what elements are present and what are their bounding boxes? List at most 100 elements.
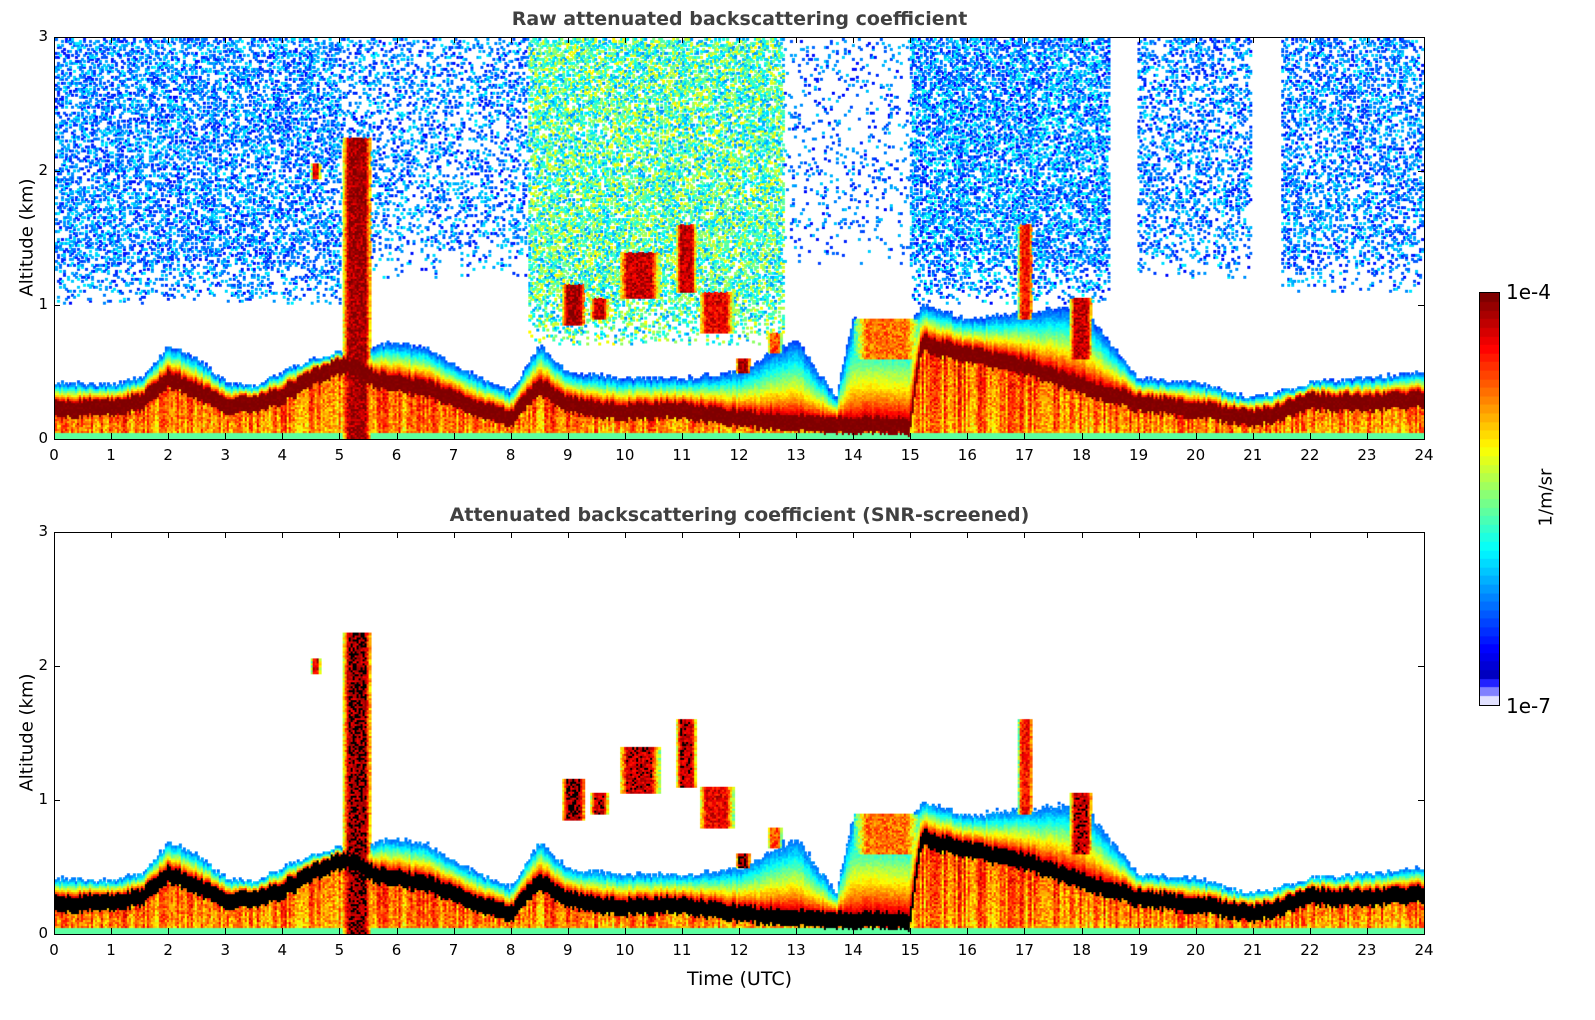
x-tick-label: 14 [843,941,863,959]
x-tick-mark [510,532,512,538]
x-tick-mark [225,532,227,538]
x-tick-mark [339,37,341,43]
x-tick-mark [796,37,798,43]
x-tick-mark [168,433,170,439]
y-tick-label: 0 [38,924,48,942]
x-tick-label: 23 [1357,941,1377,959]
y-tick-mark [1418,934,1424,935]
x-tick-label: 19 [1129,446,1149,464]
y-tick-mark [1418,439,1424,440]
x-tick-label: 18 [1071,941,1092,959]
x-tick-mark [967,928,969,934]
x-tick-mark [510,37,512,43]
x-tick-mark [168,37,170,43]
x-tick-label: 11 [672,446,692,464]
x-tick-mark [396,433,398,439]
x-tick-mark [910,532,912,538]
x-tick-mark [111,433,113,439]
x-tick-label: 22 [1300,446,1320,464]
x-tick-mark [453,532,455,538]
x-tick-mark [567,928,569,934]
x-tick-mark [1309,532,1311,538]
x-tick-mark [1195,532,1197,538]
x-tick-mark [1252,532,1254,538]
x-tick-mark [54,37,55,43]
x-tick-label: 18 [1071,446,1092,464]
y-tick-mark [54,532,60,533]
x-tick-mark [853,928,855,934]
x-tick-label: 1 [106,446,116,464]
y-axis-label: Altitude (km) [16,178,38,297]
x-tick-mark [1366,532,1368,538]
x-tick-label: 6 [391,941,402,959]
x-tick-label: 3 [220,941,231,959]
x-tick-mark [1424,37,1425,43]
x-tick-label: 24 [1414,446,1434,464]
x-tick-mark [681,37,683,43]
x-tick-mark [681,433,683,439]
x-tick-mark [1366,928,1368,934]
x-tick-label: 16 [957,941,977,959]
x-tick-label: 7 [448,941,459,959]
x-tick-label: 0 [49,446,59,464]
x-tick-mark [624,37,626,43]
x-tick-mark [853,433,855,439]
x-tick-label: 5 [334,446,345,464]
x-tick-label: 7 [448,446,459,464]
y-tick-mark [1418,666,1424,667]
x-tick-mark [967,532,969,538]
x-tick-mark [910,37,912,43]
x-tick-mark [168,532,170,538]
x-tick-mark [453,433,455,439]
colorbar-min-label: 1e-7 [1506,694,1551,718]
x-tick-mark [1081,37,1083,43]
y-tick-mark [1418,305,1424,306]
x-tick-label: 20 [1186,941,1206,959]
x-tick-label: 10 [615,446,635,464]
x-tick-mark [1195,433,1197,439]
x-tick-mark [1081,928,1083,934]
y-tick-label: 2 [38,656,48,674]
x-tick-label: 8 [505,941,516,959]
y-tick-mark [54,666,60,667]
x-tick-mark [1024,37,1026,43]
y-tick-mark [54,171,60,172]
x-tick-mark [1138,37,1140,43]
x-tick-mark [225,928,227,934]
y-tick-label: 3 [38,27,48,45]
x-tick-mark [796,928,798,934]
x-tick-mark [567,532,569,538]
colorbar-max-label: 1e-4 [1506,280,1551,304]
x-tick-label: 17 [1014,941,1034,959]
y-tick-mark [1418,532,1424,533]
x-tick-label: 22 [1300,941,1320,959]
x-tick-mark [624,433,626,439]
x-tick-label: 5 [334,941,345,959]
y-tick-label: 2 [38,161,48,179]
x-tick-mark [1138,532,1140,538]
x-tick-mark [1252,37,1254,43]
x-tick-label: 12 [729,446,749,464]
x-tick-label: 19 [1129,941,1149,959]
x-tick-mark [396,928,398,934]
y-tick-mark [1418,800,1424,801]
y-tick-mark [1418,37,1424,38]
x-tick-mark [739,37,740,43]
x-tick-label: 15 [900,941,920,959]
x-tick-label: 21 [1243,446,1263,464]
y-tick-label: 1 [38,295,48,313]
colorbar-gradient [1480,293,1499,705]
x-tick-mark [510,928,512,934]
x-tick-mark [967,433,969,439]
x-tick-mark [739,433,740,439]
x-tick-label: 6 [391,446,402,464]
x-tick-mark [282,532,284,538]
x-tick-mark [282,928,284,934]
x-tick-mark [853,532,855,538]
x-tick-label: 16 [957,446,977,464]
x-tick-label: 14 [843,446,863,464]
x-tick-mark [681,532,683,538]
x-tick-mark [339,433,341,439]
y-tick-label: 3 [38,522,48,540]
